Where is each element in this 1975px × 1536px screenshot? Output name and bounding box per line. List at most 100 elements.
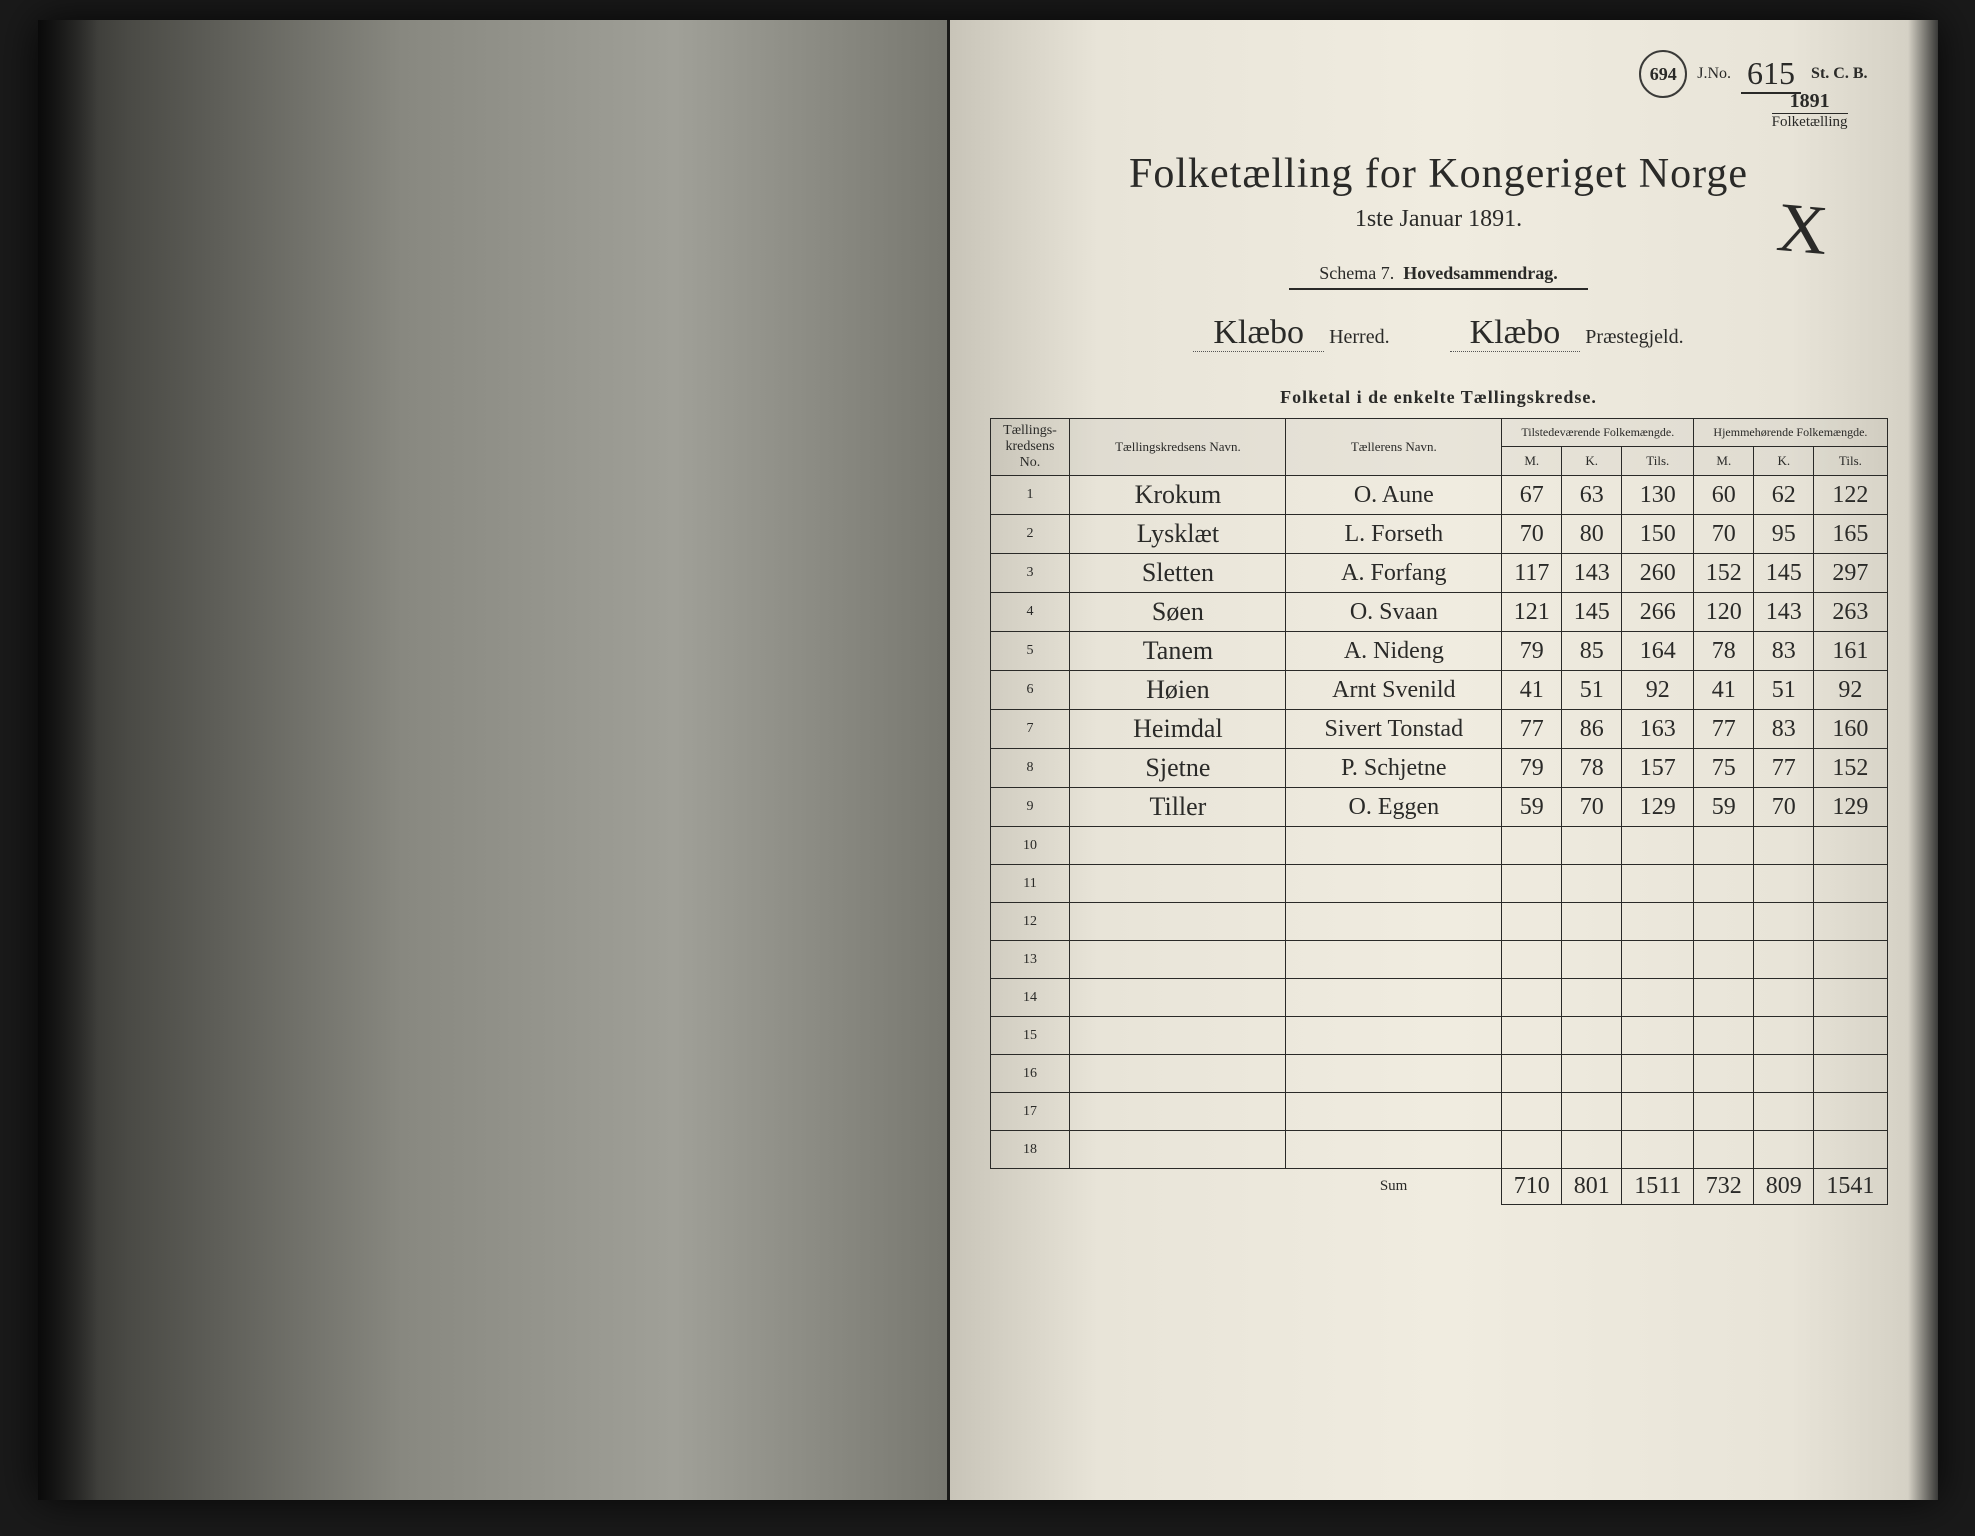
taeller-name: L. Forseth (1286, 515, 1502, 554)
table-row-empty: 12 (990, 903, 1887, 941)
cell-tm: 79 (1502, 749, 1562, 788)
cell-tm: 121 (1502, 593, 1562, 632)
table-row-empty: 18 (990, 1131, 1887, 1169)
cell-ht: 165 (1814, 515, 1887, 554)
sum-label: Sum (1286, 1169, 1502, 1205)
table-row: 7HeimdalSivert Tonstad77861637783160 (990, 710, 1887, 749)
cell-tk: 78 (1562, 749, 1622, 788)
praestegjeld-label: Præstegjeld. (1585, 326, 1683, 348)
sum-tm: 710 (1502, 1169, 1562, 1205)
table-row: 8SjetneP. Schjetne79781577577152 (990, 749, 1887, 788)
taeller-name: Arnt Svenild (1286, 671, 1502, 710)
kreds-name: Tanem (1070, 632, 1286, 671)
row-num: 14 (990, 979, 1070, 1017)
schema-line: Schema 7. Hovedsammendrag. (1289, 263, 1587, 290)
row-num: 13 (990, 941, 1070, 979)
cell-tm: 79 (1502, 632, 1562, 671)
year-stamp: 1891 Folketælling (1772, 90, 1848, 131)
herred-label: Herred. (1329, 326, 1390, 348)
taeller-name: A. Nideng (1286, 632, 1502, 671)
cell-tt: 150 (1622, 515, 1694, 554)
year-label: Folketælling (1772, 114, 1848, 131)
table-row-empty: 10 (990, 827, 1887, 865)
row-num: 18 (990, 1131, 1070, 1169)
row-num: 16 (990, 1055, 1070, 1093)
th-no: Tællings- kredsens No. (990, 419, 1070, 476)
cell-tk: 145 (1562, 593, 1622, 632)
row-num: 9 (990, 788, 1070, 827)
cell-hk: 95 (1754, 515, 1814, 554)
cell-tk: 51 (1562, 671, 1622, 710)
book-spread: 694 J.No. 615 St. C. B. 1891 Folketællin… (38, 20, 1938, 1500)
cell-hk: 143 (1754, 593, 1814, 632)
cell-tm: 77 (1502, 710, 1562, 749)
table-row-empty: 17 (990, 1093, 1887, 1131)
cell-hm: 77 (1694, 710, 1754, 749)
row-num: 10 (990, 827, 1070, 865)
cell-ht: 161 (1814, 632, 1887, 671)
cell-tm: 117 (1502, 554, 1562, 593)
sum-hm: 732 (1694, 1169, 1754, 1205)
sum-tk: 801 (1562, 1169, 1622, 1205)
jno-value: 615 (1741, 55, 1801, 94)
kreds-name: Heimdal (1070, 710, 1286, 749)
cell-ht: 92 (1814, 671, 1887, 710)
taeller-name: O. Svaan (1286, 593, 1502, 632)
herred-line: Klæbo Herred. Klæbo Præstegjeld. (990, 314, 1888, 352)
jno-label: J.No. (1697, 65, 1731, 83)
row-num: 7 (990, 710, 1070, 749)
cell-hk: 77 (1754, 749, 1814, 788)
cell-hk: 145 (1754, 554, 1814, 593)
cell-ht: 297 (1814, 554, 1887, 593)
cell-tt: 163 (1622, 710, 1694, 749)
row-num: 15 (990, 1017, 1070, 1055)
cell-hm: 41 (1694, 671, 1754, 710)
table-row: 2LysklætL. Forseth70801507095165 (990, 515, 1887, 554)
kreds-name: Tiller (1070, 788, 1286, 827)
row-num: 5 (990, 632, 1070, 671)
cell-tk: 70 (1562, 788, 1622, 827)
row-num: 8 (990, 749, 1070, 788)
cell-hm: 152 (1694, 554, 1754, 593)
table-row: 9TillerO. Eggen59701295970129 (990, 788, 1887, 827)
cell-hm: 60 (1694, 476, 1754, 515)
cell-tm: 41 (1502, 671, 1562, 710)
cell-hk: 70 (1754, 788, 1814, 827)
cell-tt: 266 (1622, 593, 1694, 632)
praestegjeld-value: Klæbo (1450, 314, 1581, 352)
cell-tk: 86 (1562, 710, 1622, 749)
th-hk: K. (1754, 446, 1814, 475)
table-row-empty: 13 (990, 941, 1887, 979)
th-hjemme: Hjemmehørende Folkemængde. (1694, 419, 1887, 447)
schema-num: Schema 7. (1319, 263, 1394, 283)
cell-hm: 120 (1694, 593, 1754, 632)
table-title: Folketal i de enkelte Tællingskredse. (990, 387, 1888, 408)
table-row: 4SøenO. Svaan121145266120143263 (990, 593, 1887, 632)
main-title: Folketælling for Kongeriget Norge (990, 150, 1888, 198)
cross-mark: X (1774, 188, 1831, 272)
cell-tt: 164 (1622, 632, 1694, 671)
cell-hk: 51 (1754, 671, 1814, 710)
year-value: 1891 (1772, 90, 1848, 114)
cell-tt: 130 (1622, 476, 1694, 515)
circle-stamp: 694 (1639, 50, 1687, 98)
cell-tm: 67 (1502, 476, 1562, 515)
kreds-name: Sjetne (1070, 749, 1286, 788)
cell-tt: 260 (1622, 554, 1694, 593)
cell-tt: 157 (1622, 749, 1694, 788)
row-num: 2 (990, 515, 1070, 554)
table-row-empty: 15 (990, 1017, 1887, 1055)
sum-tt: 1511 (1622, 1169, 1694, 1205)
row-num: 11 (990, 865, 1070, 903)
cell-tm: 70 (1502, 515, 1562, 554)
cell-ht: 160 (1814, 710, 1887, 749)
kreds-name: Lysklæt (1070, 515, 1286, 554)
th-hm: M. (1694, 446, 1754, 475)
th-tilstede: Tilstedeværende Folkemængde. (1502, 419, 1694, 447)
cell-hm: 78 (1694, 632, 1754, 671)
cell-hm: 75 (1694, 749, 1754, 788)
th-tm: M. (1502, 446, 1562, 475)
table-body: 1KrokumO. Aune676313060621222LysklætL. F… (990, 476, 1887, 1205)
sum-row: Sum71080115117328091541 (990, 1169, 1887, 1205)
sum-ht: 1541 (1814, 1169, 1887, 1205)
